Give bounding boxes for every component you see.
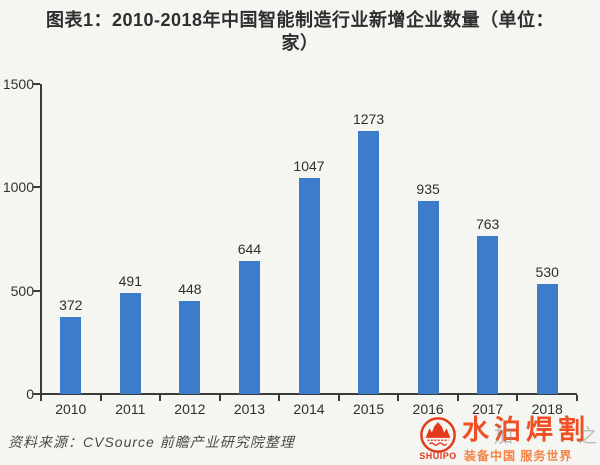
x-axis-category-label: 2012 xyxy=(174,401,206,417)
bar-value-label: 935 xyxy=(416,180,440,197)
bar-2018 xyxy=(536,284,558,394)
brand-watermark: SHUIPO 水泊焊割 装备中国 服务世界 加 之 xyxy=(416,415,597,463)
brand-name-label: 水泊焊割 xyxy=(462,415,590,445)
x-axis-category-label: 2010 xyxy=(55,401,87,417)
brand-slogan-label: 装备中国 服务世界 xyxy=(464,449,573,463)
shuipo-mountain-circle-icon xyxy=(416,416,460,462)
bar-2017 xyxy=(477,236,499,394)
x-axis-tick xyxy=(40,395,42,401)
x-axis-category-label: 2016 xyxy=(412,401,444,417)
bar-value-label: 763 xyxy=(475,216,500,233)
bar-value-label: 1273 xyxy=(352,110,385,127)
x-axis-category-label: 2013 xyxy=(233,401,266,417)
x-axis-tick xyxy=(159,395,162,401)
x-axis-tick xyxy=(576,395,578,401)
bar-2013 xyxy=(238,260,260,394)
bar-2014 xyxy=(298,177,320,394)
brand-romanized-label: SHUIPO xyxy=(419,451,457,461)
x-axis-tick xyxy=(397,395,400,401)
x-axis-line xyxy=(40,393,577,395)
x-axis-tick xyxy=(218,395,221,401)
x-axis-category-label: 2018 xyxy=(531,401,563,417)
y-axis-tick-label: 0 xyxy=(26,386,34,402)
bar-2016 xyxy=(417,200,439,394)
chart-title: 图表1：2010-2018年中国智能制造行业新增企业数量（单位： 家） xyxy=(20,9,580,56)
bar-2015 xyxy=(358,130,380,394)
bar-2012 xyxy=(179,301,201,394)
x-axis-tick xyxy=(99,395,102,401)
bar-value-label: 448 xyxy=(178,281,202,298)
y-axis-tick xyxy=(33,289,40,292)
bar-value-label: 491 xyxy=(118,272,142,289)
bar-value-label: 372 xyxy=(59,297,83,314)
x-axis-tick xyxy=(456,395,459,401)
y-axis-tick-label: 1500 xyxy=(2,76,34,92)
x-axis-tick xyxy=(337,395,340,401)
bar-value-label: 644 xyxy=(237,240,262,257)
y-axis-tick-label: 500 xyxy=(10,282,34,299)
x-axis-category-label: 2011 xyxy=(115,401,146,417)
y-axis-tick xyxy=(33,186,40,189)
y-axis-tick-label: 1000 xyxy=(2,179,34,196)
y-axis-tick xyxy=(33,83,40,85)
y-axis-line xyxy=(40,84,42,395)
chart-title-line2: 家） xyxy=(281,33,319,54)
source-note: 资料来源：CVSource 前瞻产业研究院整理 xyxy=(8,434,295,450)
bar-2010 xyxy=(60,317,82,394)
bar-value-label: 530 xyxy=(535,264,559,281)
bar-2011 xyxy=(119,292,141,394)
bar-value-label: 1047 xyxy=(293,157,325,174)
x-axis-tick xyxy=(516,395,519,401)
x-axis-category-label: 2014 xyxy=(293,401,325,417)
chart-title-line1: 图表1：2010-2018年中国智能制造行业新增企业数量（单位： xyxy=(45,10,555,30)
x-axis-category-label: 2017 xyxy=(472,401,504,417)
y-axis-tick xyxy=(33,393,40,395)
x-axis-tick xyxy=(278,395,281,401)
x-axis-category-label: 2015 xyxy=(352,401,385,417)
